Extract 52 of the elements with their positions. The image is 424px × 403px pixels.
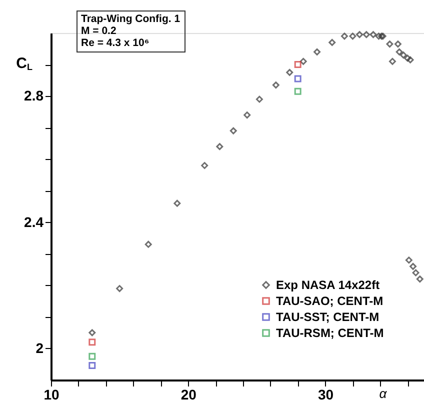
legend-label: Exp NASA 14x22ft <box>276 278 380 292</box>
point <box>201 162 208 169</box>
point <box>116 285 124 292</box>
text: Trap-Wing Config. 1 <box>81 13 180 25</box>
x-tick-label: 20 <box>180 386 197 402</box>
point <box>356 31 364 38</box>
y-tick-label: 2.4 <box>24 214 44 230</box>
point <box>244 112 251 119</box>
point <box>394 40 402 48</box>
point <box>216 143 224 150</box>
point <box>412 269 420 276</box>
point <box>404 54 412 62</box>
annotation: Re = 4.3 x 10⁶ <box>81 37 150 49</box>
point <box>294 61 302 68</box>
point <box>388 58 396 65</box>
point <box>396 48 403 56</box>
point <box>300 58 307 65</box>
point <box>400 52 407 59</box>
point <box>88 338 96 346</box>
point <box>362 31 370 38</box>
point <box>410 262 417 270</box>
point <box>416 276 424 283</box>
point <box>88 329 96 336</box>
x-axis-title: α <box>379 386 388 401</box>
point <box>286 68 294 76</box>
legend-label: TAU-RSM; CENT-M <box>276 326 384 340</box>
point <box>340 32 348 40</box>
annotation: M = 0.2 <box>81 25 116 37</box>
point <box>294 75 302 82</box>
point <box>88 352 96 360</box>
point <box>174 200 181 207</box>
y-axis-title: CL <box>16 55 33 72</box>
point <box>386 40 394 48</box>
point <box>375 32 382 40</box>
point <box>294 88 302 95</box>
point <box>144 240 152 248</box>
legend-label: TAU-SST; CENT-M <box>276 310 380 324</box>
x-tick-label: 10 <box>44 386 60 402</box>
point <box>370 31 377 38</box>
point <box>256 96 263 103</box>
y-tick-label: 2.8 <box>24 88 44 104</box>
x-tick-label: 30 <box>318 386 334 402</box>
legend-label: TAU-SAO; CENT-M <box>276 294 384 308</box>
point <box>406 56 414 64</box>
point <box>230 127 237 134</box>
point <box>88 362 96 369</box>
point <box>314 48 321 56</box>
y-tick-label: 2 <box>36 340 44 356</box>
point <box>328 38 336 46</box>
point <box>405 256 412 264</box>
point <box>349 32 356 40</box>
point <box>272 82 280 89</box>
